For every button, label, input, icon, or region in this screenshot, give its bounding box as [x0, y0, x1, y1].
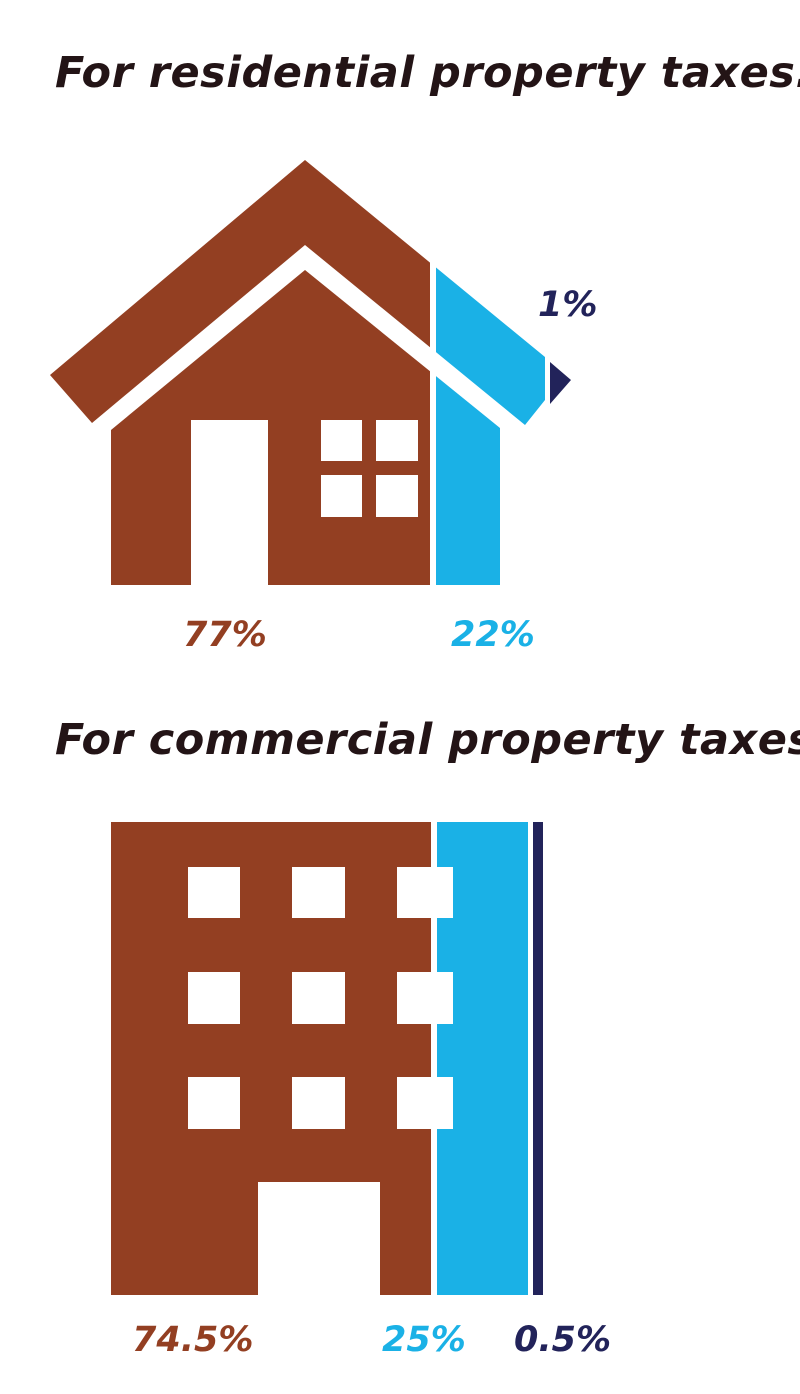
residential-title: For residential property taxes:: [55, 48, 800, 98]
commercial-title: For commercial property taxes:: [55, 715, 800, 765]
building-icon: [111, 822, 543, 1296]
house-segment-1: [436, 267, 545, 585]
house-window: [321, 420, 418, 517]
commercial-label-0: 74.5%: [132, 1320, 254, 1360]
building-door: [258, 1182, 380, 1296]
residential-label-2: 1%: [538, 285, 598, 325]
building-segment-2: [533, 822, 543, 1295]
building-windows: [188, 867, 453, 1129]
house-segment-2: [550, 362, 571, 404]
commercial-label-2: 0.5%: [514, 1320, 612, 1360]
commercial-label-1: 25%: [382, 1320, 466, 1360]
house-icon: [50, 160, 571, 586]
residential-label-1: 22%: [451, 615, 535, 655]
residential-label-0: 77%: [183, 615, 267, 655]
house-door: [191, 420, 268, 586]
